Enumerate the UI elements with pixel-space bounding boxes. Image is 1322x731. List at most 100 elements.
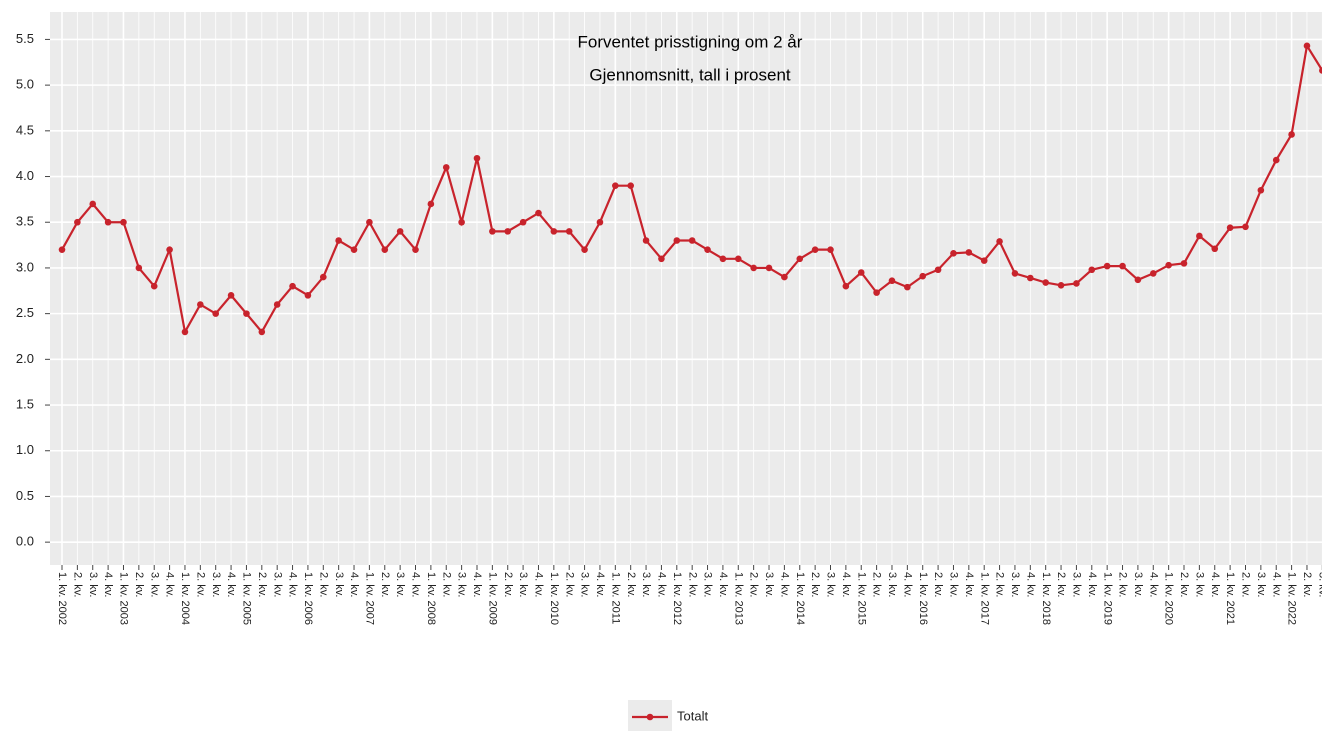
x-tick-label: 4. kv. [533, 572, 545, 597]
data-point [688, 237, 696, 244]
data-point [319, 273, 327, 281]
x-tick-label: 1. kv. 2015 [855, 572, 867, 625]
y-tick-label: 0.5 [16, 488, 34, 503]
y-tick-label: 2.0 [16, 351, 34, 366]
x-tick-label: 1. kv. 2013 [732, 572, 744, 625]
x-tick-label: 1. kv. 2009 [486, 572, 498, 625]
chart-subtitle: Gjennomsnitt, tall i prosent [589, 65, 791, 84]
data-point [1303, 42, 1311, 50]
x-tick-label: 1. kv. 2019 [1101, 572, 1113, 625]
data-point [765, 264, 773, 272]
data-point [996, 238, 1003, 245]
data-point [58, 246, 66, 253]
x-tick-label: 4. kv. [1209, 572, 1221, 597]
data-point [197, 301, 204, 308]
x-tick-label: 2. kv. [748, 572, 760, 597]
data-point [550, 228, 558, 235]
data-point [166, 246, 173, 253]
x-tick-label: 2. kv. [625, 572, 637, 597]
data-point [1149, 270, 1157, 277]
x-tick-label: 4. kv. [840, 572, 852, 597]
data-point [980, 257, 988, 264]
x-tick-label: 3. kv. [1255, 572, 1267, 597]
data-point [612, 182, 619, 189]
x-tick-label: 2. kv. [71, 572, 83, 597]
data-point [1057, 282, 1065, 289]
data-point [1042, 279, 1049, 286]
x-tick-label: 4. kv. [471, 572, 483, 597]
data-point [1134, 276, 1142, 284]
data-point [381, 246, 389, 253]
data-point [919, 272, 927, 280]
data-point [427, 200, 435, 208]
data-point [642, 237, 650, 244]
x-tick-label: 3. kv. [87, 572, 99, 597]
x-tick-label: 2. kv. [994, 572, 1006, 597]
x-tick-label: 1. kv. 2010 [548, 572, 560, 625]
x-tick-label: 3. kv. [579, 572, 591, 597]
data-point [273, 301, 281, 308]
x-tick-label: 3. kv. [210, 572, 222, 597]
data-point [888, 277, 896, 285]
x-tick-label: 2. kv. [1178, 572, 1190, 597]
data-point [1119, 262, 1126, 270]
x-tick-label: 4. kv. [102, 572, 114, 597]
y-tick-label: 0.0 [16, 534, 34, 549]
data-point [335, 237, 342, 244]
data-point [965, 249, 973, 256]
data-point [227, 292, 235, 299]
data-point [412, 246, 419, 253]
data-point [811, 246, 819, 253]
data-point [565, 228, 573, 235]
x-tick-label: 3. kv. [333, 572, 345, 597]
data-point [734, 255, 742, 263]
data-point [74, 218, 81, 226]
x-tick-label: 2. kv. [502, 572, 514, 597]
data-point [504, 228, 512, 235]
x-tick-label: 2. kv. [194, 572, 206, 597]
x-tick-label: 3. kv. [763, 572, 775, 597]
data-point [1180, 260, 1188, 267]
plot-panel [50, 12, 1322, 565]
data-point [489, 228, 496, 235]
x-tick-label: 3. kv. [825, 572, 837, 597]
x-tick-label: 3. kv. [1071, 572, 1083, 597]
x-tick-label: 1. kv. 2002 [56, 572, 68, 625]
data-point [1073, 280, 1080, 287]
x-tick-label: 3. kv. [1132, 572, 1144, 597]
data-point [1242, 223, 1249, 231]
x-tick-label: 4. kv. [594, 572, 606, 597]
data-point [473, 154, 481, 162]
x-tick-label: 3. kv. [1009, 572, 1021, 597]
data-point [904, 283, 911, 291]
x-tick-label: 2. kv. [809, 572, 821, 597]
x-tick-label: 4. kv. [164, 572, 176, 597]
data-point [120, 218, 127, 226]
data-point [366, 218, 373, 226]
x-tick-label: 1. kv. 2007 [363, 572, 375, 625]
legend-swatch-dot [646, 713, 654, 721]
x-tick-label: 4. kv. [717, 572, 729, 597]
x-tick-label: 1. kv. 2012 [671, 572, 683, 625]
data-point [1027, 274, 1034, 282]
data-point [458, 218, 465, 226]
x-tick-label: 4. kv. [287, 572, 299, 597]
x-tick-label: 2. kv. [1055, 572, 1067, 597]
y-tick-label: 4.0 [16, 168, 34, 183]
y-tick-label: 1.0 [16, 442, 34, 457]
data-point [1011, 270, 1019, 277]
x-tick-label: 4. kv. [410, 572, 422, 597]
x-tick-label: 4. kv. [348, 572, 360, 597]
y-tick-label: 1.5 [16, 396, 34, 411]
x-tick-label: 4. kv. [225, 572, 237, 597]
chart-title: Forventet prisstigning om 2 år [578, 32, 803, 51]
x-tick-label: 2. kv. [317, 572, 329, 597]
data-point [243, 310, 250, 317]
x-tick-label: 3. kv. [1193, 572, 1205, 597]
data-point [1272, 156, 1280, 164]
data-point [1257, 186, 1265, 194]
data-point [857, 269, 865, 276]
data-point [781, 273, 788, 281]
data-point [950, 250, 957, 257]
x-tick-label: 1. kv. 2004 [179, 572, 191, 625]
